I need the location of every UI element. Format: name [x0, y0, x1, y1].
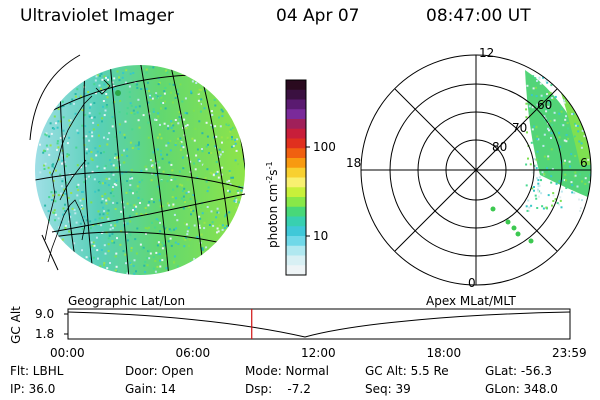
footer-field: Seq: 39: [365, 382, 411, 396]
timeline-xtick: 06:00: [175, 346, 211, 360]
polar-points: [490, 206, 534, 244]
colorbar-cell: [286, 99, 306, 110]
colorbar-cell: [286, 265, 306, 276]
timeline-xtick: 23:59: [552, 346, 587, 360]
observation-date: 04 Apr 07: [276, 6, 360, 26]
timeline-ylabel: GC Alt: [9, 306, 23, 344]
footer-field: IP: 36.0: [10, 382, 56, 396]
apex-label: Apex MLat/MLT: [426, 294, 516, 308]
lat-label-80: 80: [492, 140, 508, 154]
bright-spot: [115, 90, 121, 96]
timeline-xtick: 00:00: [50, 346, 85, 360]
mlt-label-12: 12: [479, 46, 495, 60]
terminator-line: [51, 193, 246, 233]
lat-label-70: 70: [512, 121, 528, 135]
colorbar-cell: [286, 158, 306, 169]
footer-field: GLat: -56.3: [485, 364, 552, 378]
timeline-xtick: 18:00: [426, 346, 462, 360]
timeline-xtick: 12:00: [301, 346, 336, 360]
colorbar-cell: [286, 197, 306, 208]
colorbar-cell: [286, 177, 306, 188]
instrument-title: Ultraviolet Imager: [20, 6, 174, 26]
colorbar-cell: [286, 206, 306, 217]
colorbar-unit-label: photon cm-2s-1: [265, 161, 280, 248]
geographic-label: Geographic Lat/Lon: [68, 294, 186, 308]
colorbar-cell: [286, 80, 306, 91]
globe-disk: [35, 65, 245, 275]
mlt-label-6: 6: [580, 156, 588, 170]
footer-field: Door: Open: [125, 364, 194, 378]
colorbar-cell: [286, 148, 306, 159]
colorbar-cell: [286, 167, 306, 178]
observation-time: 08:47:00 UT: [426, 6, 531, 26]
lat-label-60: 60: [537, 98, 553, 112]
colorbar-cell: [286, 109, 306, 120]
colorbar: [285, 79, 310, 276]
ytick-9: 9.0: [35, 307, 55, 321]
colorbar-cell: [286, 138, 306, 149]
footer-field: GC Alt: 5.5 Re: [365, 364, 449, 378]
timeline-plot: [64, 308, 571, 340]
ytick-1-8: 1.8: [35, 327, 55, 341]
colorbar-cell: [286, 245, 306, 256]
polar-image: [525, 70, 591, 212]
footer-field: GLon: 348.0: [485, 382, 558, 396]
coastlines: [44, 79, 111, 263]
altitude-curve: [67, 311, 571, 338]
colorbar-cell: [286, 226, 306, 237]
geographic-image: [29, 54, 246, 275]
footer-field: Mode: Normal: [245, 364, 329, 378]
colorbar-cell: [286, 187, 306, 198]
mlt-label-18: 18: [346, 156, 362, 170]
colorbar-cell: [286, 128, 306, 139]
footer-field: Gain: 14: [125, 382, 176, 396]
colorbar-cell: [286, 89, 306, 100]
colorbar-cell: [286, 255, 306, 266]
colorbar-tick-10: 10: [313, 229, 329, 243]
footer-field: Dsp: -7.2: [245, 382, 311, 396]
footer-field: Flt: LBHL: [10, 364, 64, 378]
colorbar-cell: [286, 216, 306, 227]
polar-plot: [360, 54, 592, 286]
colorbar-cell: [286, 119, 306, 130]
mlt-label-0: 0: [468, 276, 476, 290]
colorbar-tick-100: 100: [313, 140, 336, 154]
colorbar-cell: [286, 236, 306, 247]
